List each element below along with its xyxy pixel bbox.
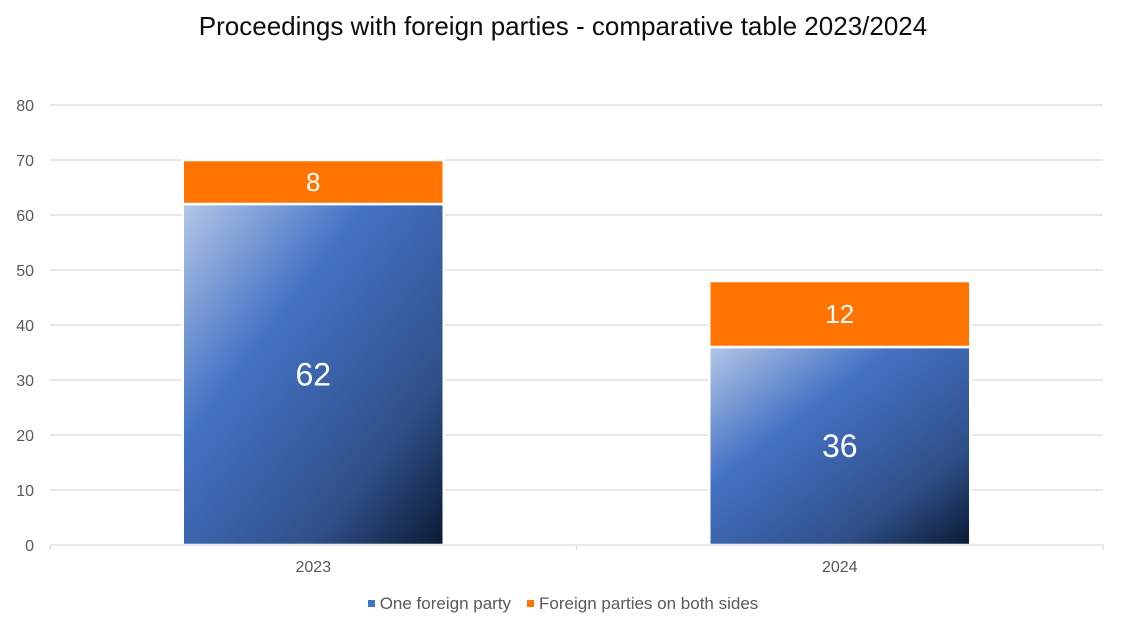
y-tick-label: 30 xyxy=(16,373,34,390)
x-category-label: 2024 xyxy=(822,559,858,576)
x-category-label: 2023 xyxy=(295,559,331,576)
y-axis-ticks: 0 10 20 30 40 50 60 70 80 xyxy=(16,98,34,555)
legend-swatch xyxy=(367,600,375,608)
bar-segment xyxy=(181,158,445,206)
x-axis: 2023 2024 xyxy=(49,544,1104,576)
bar-segment xyxy=(181,202,445,547)
bars: 62 8 36 12 xyxy=(181,158,972,547)
chart-title: Proceedings with foreign parties - compa… xyxy=(198,11,928,41)
bar-segment xyxy=(708,279,972,349)
legend-item: One foreign party xyxy=(367,594,512,614)
y-tick-label: 60 xyxy=(16,208,34,225)
legend: One foreign party Foreign parties on both… xyxy=(0,594,1126,614)
y-tick-label: 20 xyxy=(16,428,34,445)
y-tick-label: 70 xyxy=(16,153,34,170)
data-label: 62 xyxy=(295,357,331,393)
bar-segment xyxy=(708,345,972,547)
legend-label: One foreign party xyxy=(379,594,512,613)
data-label: 12 xyxy=(825,299,854,329)
y-tick-label: 80 xyxy=(16,98,34,115)
data-label: 36 xyxy=(822,428,858,464)
legend-label: Foreign parties on both sides xyxy=(539,594,759,613)
legend-swatch xyxy=(527,600,535,608)
y-tick-label: 40 xyxy=(16,318,34,335)
legend-item: Foreign parties on both sides xyxy=(527,594,758,614)
y-tick-label: 10 xyxy=(16,483,34,500)
y-tick-label: 50 xyxy=(16,263,34,280)
data-label: 8 xyxy=(306,167,320,197)
y-tick-label: 0 xyxy=(25,538,34,555)
